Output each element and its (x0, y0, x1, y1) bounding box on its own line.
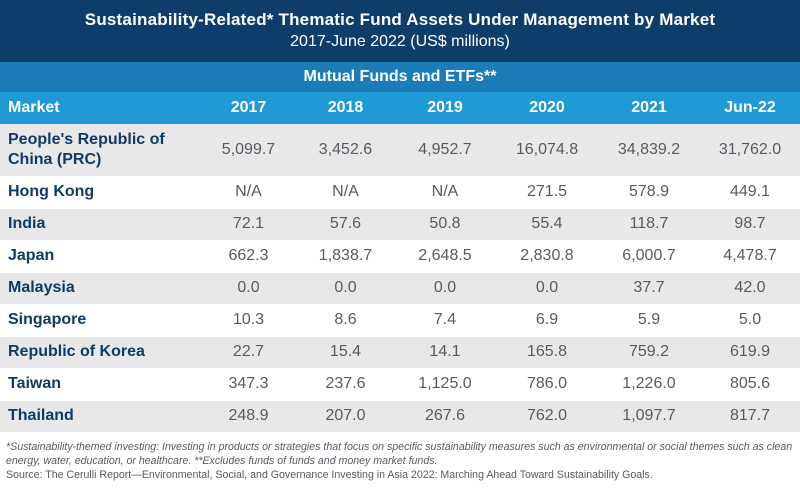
value-cell: 34,839.2 (598, 124, 700, 177)
market-cell: Malaysia (0, 272, 200, 305)
value-cell: 449.1 (700, 176, 800, 209)
value-cell: 237.6 (297, 368, 394, 401)
value-cell: 805.6 (700, 368, 800, 401)
footnote: *Sustainability-themed investing: Invest… (6, 440, 796, 482)
value-cell: 1,838.7 (297, 240, 394, 273)
value-cell: 762.0 (496, 400, 598, 433)
value-cell: 8.6 (297, 304, 394, 337)
market-cell: Taiwan (0, 368, 200, 401)
value-cell: 5,099.7 (200, 124, 297, 177)
value-cell: 37.7 (598, 272, 700, 305)
value-cell: 817.7 (700, 400, 800, 433)
title-block: Sustainability-Related* Thematic Fund As… (0, 0, 800, 62)
value-cell: 5.0 (700, 304, 800, 337)
table-row: Singapore 10.3 8.6 7.4 6.9 5.9 5.0 (0, 304, 800, 337)
value-cell: N/A (200, 176, 297, 209)
footnote-source: Source: The Cerulli Report—Environmental… (6, 469, 653, 481)
value-cell: 0.0 (496, 272, 598, 305)
value-cell: 16,074.8 (496, 124, 598, 177)
value-cell: 42.0 (700, 272, 800, 305)
value-cell: 57.6 (297, 208, 394, 241)
value-cell: 347.3 (200, 368, 297, 401)
value-cell: 759.2 (598, 336, 700, 369)
market-cell: Thailand (0, 400, 200, 433)
value-cell: 6.9 (496, 304, 598, 337)
value-cell: 4,952.7 (394, 124, 496, 177)
value-cell: 578.9 (598, 176, 700, 209)
value-cell: 1,125.0 (394, 368, 496, 401)
column-header-2020: 2020 (496, 92, 598, 124)
column-header-jun-22: Jun-22 (700, 92, 800, 124)
table-subtitle: 2017-June 2022 (US$ millions) (290, 33, 510, 50)
header-row: Market 2017 2018 2019 2020 2021 Jun-22 (0, 92, 800, 124)
market-cell: People's Republic of China (PRC) (0, 124, 200, 177)
value-cell: 5.9 (598, 304, 700, 337)
value-cell: 207.0 (297, 400, 394, 433)
table-row: Republic of Korea 22.7 15.4 14.1 165.8 759.2 6… (0, 336, 800, 369)
value-cell: 267.6 (394, 400, 496, 433)
column-header-2019: 2019 (394, 92, 496, 124)
value-cell: 2,648.5 (394, 240, 496, 273)
value-cell: 55.4 (496, 208, 598, 241)
value-cell: 14.1 (394, 336, 496, 369)
value-cell: 6,000.7 (598, 240, 700, 273)
data-table: Market 2017 2018 2019 2020 2021 Jun-22 People'… (0, 92, 800, 433)
value-cell: 4,478.7 (700, 240, 800, 273)
column-header-2021: 2021 (598, 92, 700, 124)
table-row: Taiwan 347.3 237.6 1,125.0 786.0 1,226.0 805.6 (0, 368, 800, 401)
value-cell: 662.3 (200, 240, 297, 273)
value-cell: 22.7 (200, 336, 297, 369)
footnote-note: *Sustainability-themed investing: Invest… (6, 441, 793, 467)
value-cell: 118.7 (598, 208, 700, 241)
value-cell: 98.7 (700, 208, 800, 241)
value-cell: 0.0 (200, 272, 297, 305)
value-cell: 1,097.7 (598, 400, 700, 433)
value-cell: 619.9 (700, 336, 800, 369)
table-row: People's Republic of China (PRC) 5,099.7 3… (0, 124, 800, 177)
table-row: Hong Kong N/A N/A N/A 271.5 578.9 449.1 (0, 176, 800, 209)
value-cell: 50.8 (394, 208, 496, 241)
table-row: Thailand 248.9 207.0 267.6 762.0 1,097.7 817.7 (0, 400, 800, 433)
value-cell: N/A (394, 176, 496, 209)
column-header-2017: 2017 (200, 92, 297, 124)
value-cell: 7.4 (394, 304, 496, 337)
value-cell: 248.9 (200, 400, 297, 433)
market-cell: India (0, 208, 200, 241)
value-cell: 10.3 (200, 304, 297, 337)
value-cell: 0.0 (297, 272, 394, 305)
column-header-2018: 2018 (297, 92, 394, 124)
value-cell: N/A (297, 176, 394, 209)
table-row: India 72.1 57.6 50.8 55.4 118.7 98.7 (0, 208, 800, 241)
column-header-market: Market (0, 92, 200, 124)
value-cell: 72.1 (200, 208, 297, 241)
value-cell: 15.4 (297, 336, 394, 369)
table-title: Sustainability-Related* Thematic Fund As… (84, 10, 716, 29)
value-cell: 3,452.6 (297, 124, 394, 177)
market-cell: Republic of Korea (0, 336, 200, 369)
value-cell: 271.5 (496, 176, 598, 209)
value-cell: 31,762.0 (700, 124, 800, 177)
market-cell: Japan (0, 240, 200, 273)
value-cell: 0.0 (394, 272, 496, 305)
value-cell: 786.0 (496, 368, 598, 401)
table-body: People's Republic of China (PRC) 5,099.7 3… (0, 124, 800, 433)
value-cell: 1,226.0 (598, 368, 700, 401)
category-band: Mutual Funds and ETFs** (0, 62, 800, 92)
table-row: Japan 662.3 1,838.7 2,648.5 2,830.8 6,000.7 4,… (0, 240, 800, 273)
value-cell: 165.8 (496, 336, 598, 369)
market-cell: Singapore (0, 304, 200, 337)
table-row: Malaysia 0.0 0.0 0.0 0.0 37.7 42.0 (0, 272, 800, 305)
value-cell: 2,830.8 (496, 240, 598, 273)
market-cell: Hong Kong (0, 176, 200, 209)
